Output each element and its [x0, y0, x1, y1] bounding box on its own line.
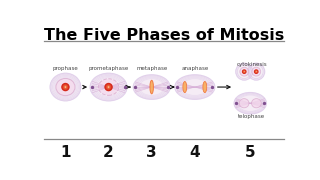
Circle shape: [255, 70, 258, 73]
Circle shape: [104, 83, 113, 91]
Ellipse shape: [175, 75, 215, 99]
Ellipse shape: [150, 80, 153, 94]
Circle shape: [236, 63, 253, 80]
Ellipse shape: [183, 82, 187, 93]
Circle shape: [255, 71, 257, 73]
Ellipse shape: [203, 82, 207, 93]
Circle shape: [243, 71, 245, 73]
Ellipse shape: [234, 93, 267, 114]
Ellipse shape: [98, 79, 119, 95]
Circle shape: [108, 86, 109, 88]
Circle shape: [256, 71, 257, 72]
Circle shape: [243, 70, 246, 73]
Text: 4: 4: [189, 145, 200, 160]
Text: 5: 5: [245, 145, 256, 160]
Ellipse shape: [56, 78, 75, 96]
Circle shape: [254, 69, 259, 74]
Ellipse shape: [252, 99, 261, 108]
Circle shape: [106, 84, 111, 90]
Ellipse shape: [239, 99, 249, 108]
Text: prophase: prophase: [52, 66, 78, 71]
Circle shape: [248, 63, 265, 80]
Circle shape: [252, 67, 261, 76]
Text: telophase: telophase: [238, 114, 265, 119]
Text: The Five Phases of Mitosis: The Five Phases of Mitosis: [44, 28, 284, 43]
Circle shape: [64, 86, 67, 89]
Circle shape: [107, 86, 110, 89]
Circle shape: [63, 84, 68, 90]
Circle shape: [240, 67, 249, 76]
Ellipse shape: [133, 75, 170, 99]
Text: cytokinesis: cytokinesis: [236, 62, 267, 67]
Text: anaphase: anaphase: [181, 66, 208, 71]
Circle shape: [65, 86, 66, 88]
Circle shape: [242, 69, 247, 74]
Ellipse shape: [50, 73, 81, 101]
Text: metaphase: metaphase: [136, 66, 167, 71]
Text: 2: 2: [103, 145, 114, 160]
Text: prometaphase: prometaphase: [88, 66, 129, 71]
Ellipse shape: [90, 73, 127, 101]
Circle shape: [61, 83, 70, 91]
Text: 3: 3: [146, 145, 157, 160]
Text: 1: 1: [60, 145, 71, 160]
